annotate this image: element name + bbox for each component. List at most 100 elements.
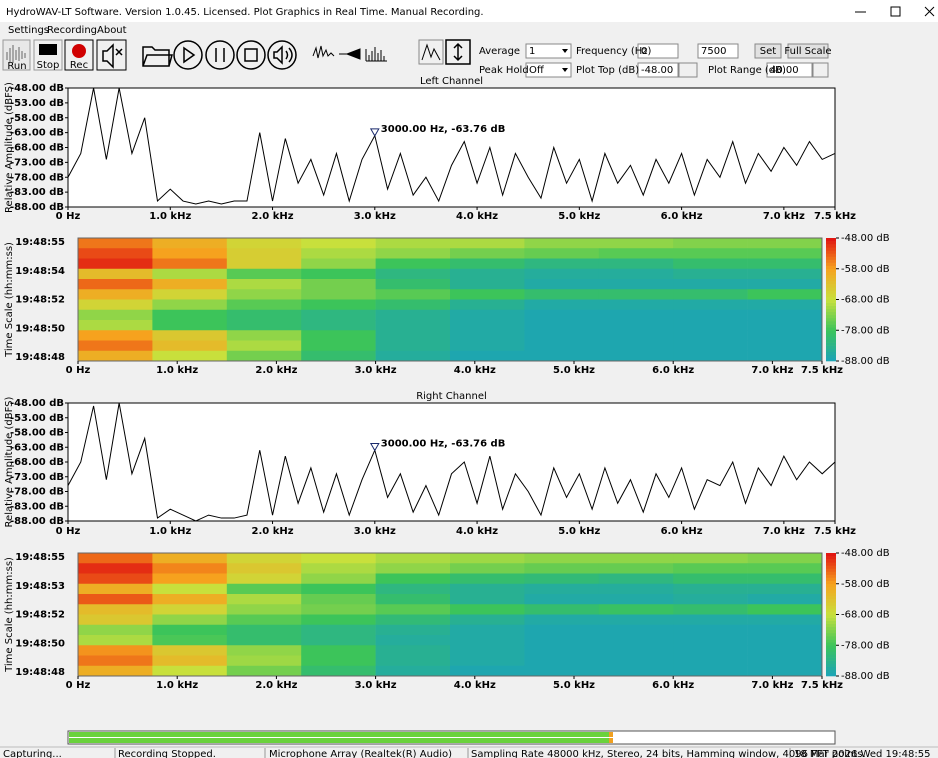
y-tick-label: -83.00 dB bbox=[10, 187, 64, 198]
toolbar-icons[interactable] bbox=[2, 39, 471, 71]
waveform-button[interactable] bbox=[312, 45, 335, 59]
dropdown-arrow bbox=[562, 49, 568, 53]
graph-button[interactable] bbox=[418, 39, 444, 65]
plot-top-spinner[interactable] bbox=[678, 62, 698, 78]
menu-item[interactable]: Settings bbox=[8, 25, 49, 36]
x-tick-label: 2.0 kHz bbox=[252, 211, 294, 222]
spectrogram-cell bbox=[524, 299, 600, 311]
spectrogram-cell bbox=[598, 350, 674, 362]
spectrogram-cell bbox=[152, 594, 228, 605]
speaker-button[interactable] bbox=[267, 40, 297, 70]
spectrogram-cell bbox=[78, 624, 153, 636]
spectrogram-cell bbox=[226, 330, 302, 341]
spectrogram-cell bbox=[450, 330, 525, 341]
x-tick-label: 7.5 kHz bbox=[814, 526, 856, 537]
spectrogram-cell bbox=[524, 238, 600, 249]
spectrum-button[interactable] bbox=[365, 47, 387, 62]
spectrogram-cell bbox=[375, 299, 451, 311]
button-label: Rec bbox=[70, 60, 88, 71]
button-label: Run bbox=[7, 61, 26, 72]
y-tick-label: -88.00 dB bbox=[10, 516, 64, 527]
colorbar-segment bbox=[826, 259, 836, 263]
spectrogram-cell bbox=[673, 320, 748, 331]
plot-title: Left Channel bbox=[420, 76, 483, 87]
spectrogram-cell bbox=[450, 238, 525, 249]
spectrogram-cell bbox=[450, 635, 525, 646]
controls[interactable] bbox=[525, 43, 829, 78]
pause-button[interactable] bbox=[205, 40, 235, 70]
spectrogram-cell bbox=[524, 635, 600, 646]
spectrogram-cell bbox=[598, 583, 674, 595]
colorbar-segment bbox=[826, 265, 836, 270]
y-tick-label: -48.00 dB bbox=[10, 83, 64, 94]
spectrogram-cell bbox=[78, 604, 153, 615]
x-tick-label: 3.0 kHz bbox=[355, 365, 397, 376]
spectrogram-cell bbox=[747, 635, 823, 646]
colorbar-segment bbox=[826, 608, 836, 612]
plot-range-input[interactable] bbox=[766, 62, 813, 78]
average-dropdown[interactable] bbox=[525, 43, 572, 59]
spectrogram-cell bbox=[598, 279, 674, 290]
x-tick-label: 7.5 kHz bbox=[801, 680, 843, 691]
spectrogram-cell bbox=[673, 583, 748, 595]
title-bar bbox=[0, 0, 938, 22]
spectrogram-cell bbox=[673, 604, 748, 615]
spectrogram-cell bbox=[524, 665, 600, 677]
colorbar-segment bbox=[826, 654, 836, 658]
control-value: -48.00 bbox=[641, 65, 673, 76]
plot-range-spinner[interactable] bbox=[812, 62, 829, 78]
control-label: Peak Hold bbox=[479, 65, 529, 76]
menu-item[interactable]: Recording bbox=[47, 25, 97, 36]
spectrogram-cell bbox=[375, 594, 451, 605]
play-button[interactable] bbox=[173, 40, 203, 70]
full-scale-button[interactable] bbox=[787, 43, 829, 59]
maximize-button[interactable] bbox=[890, 6, 901, 17]
status-text: Sampling Rate 48000 kHz, Stereo, 24 bits… bbox=[471, 749, 866, 758]
spectrogram-cell bbox=[301, 350, 376, 362]
y-tick-label: -73.00 dB bbox=[10, 472, 64, 483]
peak-label: 3000.00 Hz, -63.76 dB bbox=[381, 124, 506, 135]
y-tick-label: -63.00 dB bbox=[10, 442, 64, 453]
pulse-button[interactable] bbox=[339, 48, 361, 60]
colorbar-segment bbox=[826, 277, 836, 282]
colorbar-segment bbox=[826, 602, 836, 606]
button-label: Set bbox=[760, 46, 777, 57]
spectrogram-cell bbox=[375, 604, 451, 615]
plot-title: Right Channel bbox=[416, 391, 487, 402]
open-folder-button[interactable] bbox=[142, 46, 173, 67]
spectrogram-cell bbox=[78, 614, 153, 626]
time-tick-label: 19:48:55 bbox=[15, 552, 65, 563]
x-tick-label: 4.0 kHz bbox=[454, 365, 496, 376]
set-button[interactable] bbox=[754, 43, 782, 59]
spectrogram-cell bbox=[524, 655, 600, 667]
spectrogram-cell bbox=[747, 594, 823, 605]
spectrogram-cell bbox=[450, 594, 525, 605]
colorbar-segment bbox=[826, 247, 836, 251]
spectrogram-cell bbox=[301, 330, 376, 341]
spectrogram-cell bbox=[598, 340, 674, 352]
x-tick-label: 3.0 kHz bbox=[354, 526, 396, 537]
spectrogram-cell bbox=[78, 563, 153, 574]
frequency-from-input[interactable] bbox=[637, 43, 679, 59]
close-button[interactable] bbox=[924, 6, 935, 17]
frequency-to-input[interactable] bbox=[697, 43, 739, 59]
window-buttons[interactable] bbox=[855, 6, 935, 17]
stop-play-button[interactable] bbox=[236, 40, 266, 70]
spectrogram-cell bbox=[375, 268, 451, 280]
spectrogram-cell bbox=[524, 289, 600, 300]
plot-top-input[interactable] bbox=[637, 62, 679, 78]
rec-icon bbox=[72, 44, 86, 58]
spectrogram-cell bbox=[524, 248, 600, 259]
colorbar-segment bbox=[826, 268, 836, 273]
spectrogram-cell bbox=[375, 258, 451, 270]
spectrogram-cell bbox=[673, 624, 748, 636]
colorbar-segment bbox=[826, 345, 836, 349]
button-label: Stop bbox=[37, 60, 60, 71]
y-axis-label: Relative Amplitude (dBFS) bbox=[4, 396, 15, 527]
menu-item[interactable]: About bbox=[97, 25, 127, 36]
spectrogram-cell bbox=[598, 553, 674, 564]
peak-hold-dropdown[interactable] bbox=[525, 62, 572, 78]
y-tick-label: -78.00 dB bbox=[10, 487, 64, 498]
spectrogram-cell bbox=[747, 268, 823, 280]
spectrogram-cell bbox=[673, 258, 748, 270]
